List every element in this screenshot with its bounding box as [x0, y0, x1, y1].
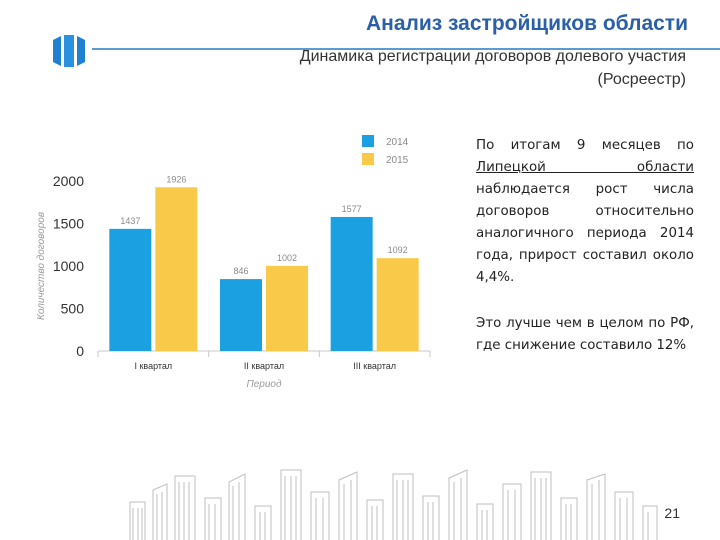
logo-icon	[53, 35, 85, 67]
x-axis-title: Период	[246, 379, 281, 390]
x-tick-label: III квартал	[353, 361, 396, 371]
commentary-paragraph-1: По итогам 9 месяцев по Липецкой области …	[476, 135, 694, 289]
bar-2015	[155, 187, 198, 351]
legend-swatch-2015	[362, 153, 374, 165]
bar-2014	[220, 279, 262, 351]
y-tick-label: 2000	[53, 173, 84, 189]
y-tick-label: 0	[76, 343, 84, 359]
logo-bar-middle	[64, 35, 74, 67]
bar-value-label: 1926	[166, 174, 186, 184]
legend-label: 2015	[386, 155, 409, 166]
region-name: Липецкой области	[476, 160, 694, 175]
city-skyline-decoration	[129, 469, 658, 540]
commentary-paragraph-2: Это лучше чем в целом по РФ, где снижени…	[476, 316, 694, 353]
bar-2014	[330, 216, 373, 351]
bar-chart: 0 500 1000 1500 2000 Количество договоров I кв…	[36, 135, 431, 390]
logo-bar-right	[77, 36, 85, 66]
legend-label: 2014	[386, 137, 409, 148]
bar-value-label: 846	[233, 266, 248, 276]
chart-axes: 0 500 1000 1500 2000 Количество договоров I кв…	[36, 173, 431, 390]
page-title: Анализ застройщиков области	[365, 12, 688, 35]
chart-bars: 1437 1926 846 1002 1577 1092	[109, 174, 419, 351]
y-tick-label: 1000	[53, 258, 84, 274]
page-subtitle: Динамика регистрации договоров долевого …	[190, 45, 686, 91]
subtitle-line-1: Динамика регистрации договоров долевого …	[299, 48, 686, 65]
title-underline	[92, 48, 720, 50]
y-axis-title: Количество договоров	[36, 212, 47, 320]
commentary-p1-prefix: По итогам 9 месяцев по	[476, 138, 694, 153]
subtitle-line-2: (Росреестр)	[597, 71, 686, 88]
y-tick-label: 1500	[53, 216, 84, 232]
x-tick-label: I квартал	[134, 361, 172, 371]
commentary-p1-suffix: наблюдается рост числа договоров относит…	[476, 182, 694, 285]
bar-value-label: 1002	[277, 253, 297, 263]
bar-2015	[266, 265, 308, 351]
commentary: По итогам 9 месяцев по Липецкой области …	[476, 135, 694, 381]
bar-value-label: 1437	[120, 216, 140, 226]
page-number: 21	[664, 505, 680, 521]
bar-2014	[109, 228, 152, 351]
logo-bar-left	[53, 36, 61, 66]
bar-2015	[376, 258, 419, 351]
bar-value-label: 1577	[342, 204, 362, 214]
legend-swatch-2014	[362, 135, 374, 147]
bar-value-label: 1092	[388, 245, 408, 255]
chart-legend: 2014 2015	[362, 135, 409, 166]
y-tick-label: 500	[61, 301, 85, 317]
x-tick-label: II квартал	[244, 361, 284, 371]
